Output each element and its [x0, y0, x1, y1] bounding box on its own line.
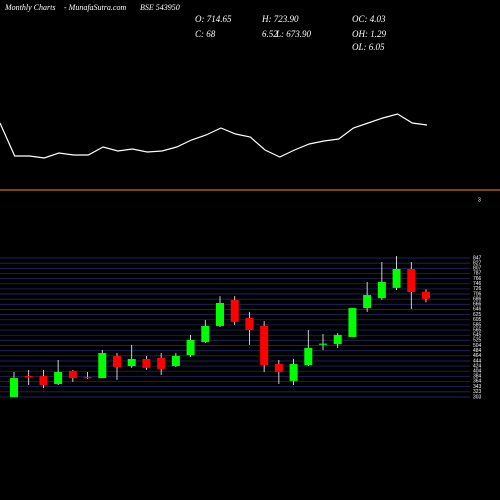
candle-body — [319, 343, 327, 345]
y-tick-label: 726 — [473, 286, 482, 292]
y-tick-label: 323 — [473, 389, 482, 395]
candle-body — [186, 340, 195, 356]
candle-body — [377, 282, 386, 299]
y-tick-label: 303 — [473, 394, 482, 400]
stat: O: 714.65 — [195, 14, 232, 24]
y-tick-label: 625 — [473, 312, 482, 318]
candle-body — [98, 353, 107, 379]
chart-title: Monthly Charts — [4, 3, 55, 12]
candle-body — [392, 268, 401, 288]
candle-body — [216, 302, 224, 326]
candle-body — [304, 347, 313, 366]
y-tick-label: 424 — [473, 363, 482, 369]
y-tick-label: 545 — [473, 332, 482, 338]
stat: OC: 4.03 — [352, 14, 386, 24]
y-tick-label: 343 — [473, 384, 482, 390]
y-tick-label: 666 — [473, 302, 482, 308]
y-tick-label: 686 — [473, 296, 482, 302]
y-tick-label: 364 — [473, 379, 482, 385]
y-tick-label: 807 — [473, 266, 482, 272]
y-tick-label: 565 — [473, 327, 482, 333]
y-tick-label: 404 — [473, 369, 482, 375]
y-tick-label: 464 — [473, 353, 482, 359]
candle-body — [407, 268, 416, 292]
candle-body — [142, 358, 151, 368]
candle-body — [260, 325, 269, 366]
candle-body — [289, 364, 298, 381]
candle-body — [274, 364, 283, 372]
y-tick-label: 504 — [473, 343, 482, 349]
stat: OL: 6.05 — [352, 42, 385, 52]
candle-body — [348, 308, 357, 337]
candle-body — [127, 358, 136, 367]
y-tick-label: 384 — [473, 374, 482, 380]
candle-body — [68, 370, 77, 379]
y-tick-label: 444 — [473, 358, 482, 364]
y-tick-label: 646 — [473, 307, 482, 313]
candle-body — [113, 355, 121, 368]
candle-body — [10, 378, 18, 397]
y-tick-label: 585 — [473, 322, 482, 328]
candle-body — [157, 357, 166, 369]
stat: L: 673.90 — [275, 29, 312, 39]
candle-body — [39, 376, 48, 385]
y-tick-label: 766 — [473, 276, 482, 282]
candle-body — [245, 318, 254, 331]
candle-body — [422, 291, 430, 299]
indicator-line — [0, 113, 428, 159]
candle-body — [333, 334, 342, 345]
stat: 6.52 — [262, 29, 278, 39]
candle-body — [363, 295, 372, 309]
source: - MunafaSutra.com — [64, 3, 126, 12]
candle-body — [201, 325, 210, 343]
candle-body — [24, 376, 33, 378]
stat: C: 68 — [195, 29, 216, 39]
candle-body — [171, 355, 180, 367]
symbol: BSE 543950 — [140, 3, 180, 12]
stat: H: 723.90 — [261, 14, 299, 24]
y-tick-label: 605 — [473, 317, 482, 323]
candle-body — [230, 299, 239, 322]
y-tick-label: 847 — [473, 255, 482, 261]
reference-label: 3 — [478, 197, 481, 203]
candle-body — [54, 371, 63, 384]
y-tick-label: 484 — [473, 348, 482, 354]
y-tick-label: 787 — [473, 271, 482, 277]
y-tick-label: 706 — [473, 291, 482, 297]
y-tick-label: 746 — [473, 281, 482, 287]
candle-body — [83, 377, 92, 379]
y-tick-label: 525 — [473, 338, 482, 344]
y-tick-label: 827 — [473, 260, 482, 266]
stat: OH: 1.29 — [352, 29, 386, 39]
